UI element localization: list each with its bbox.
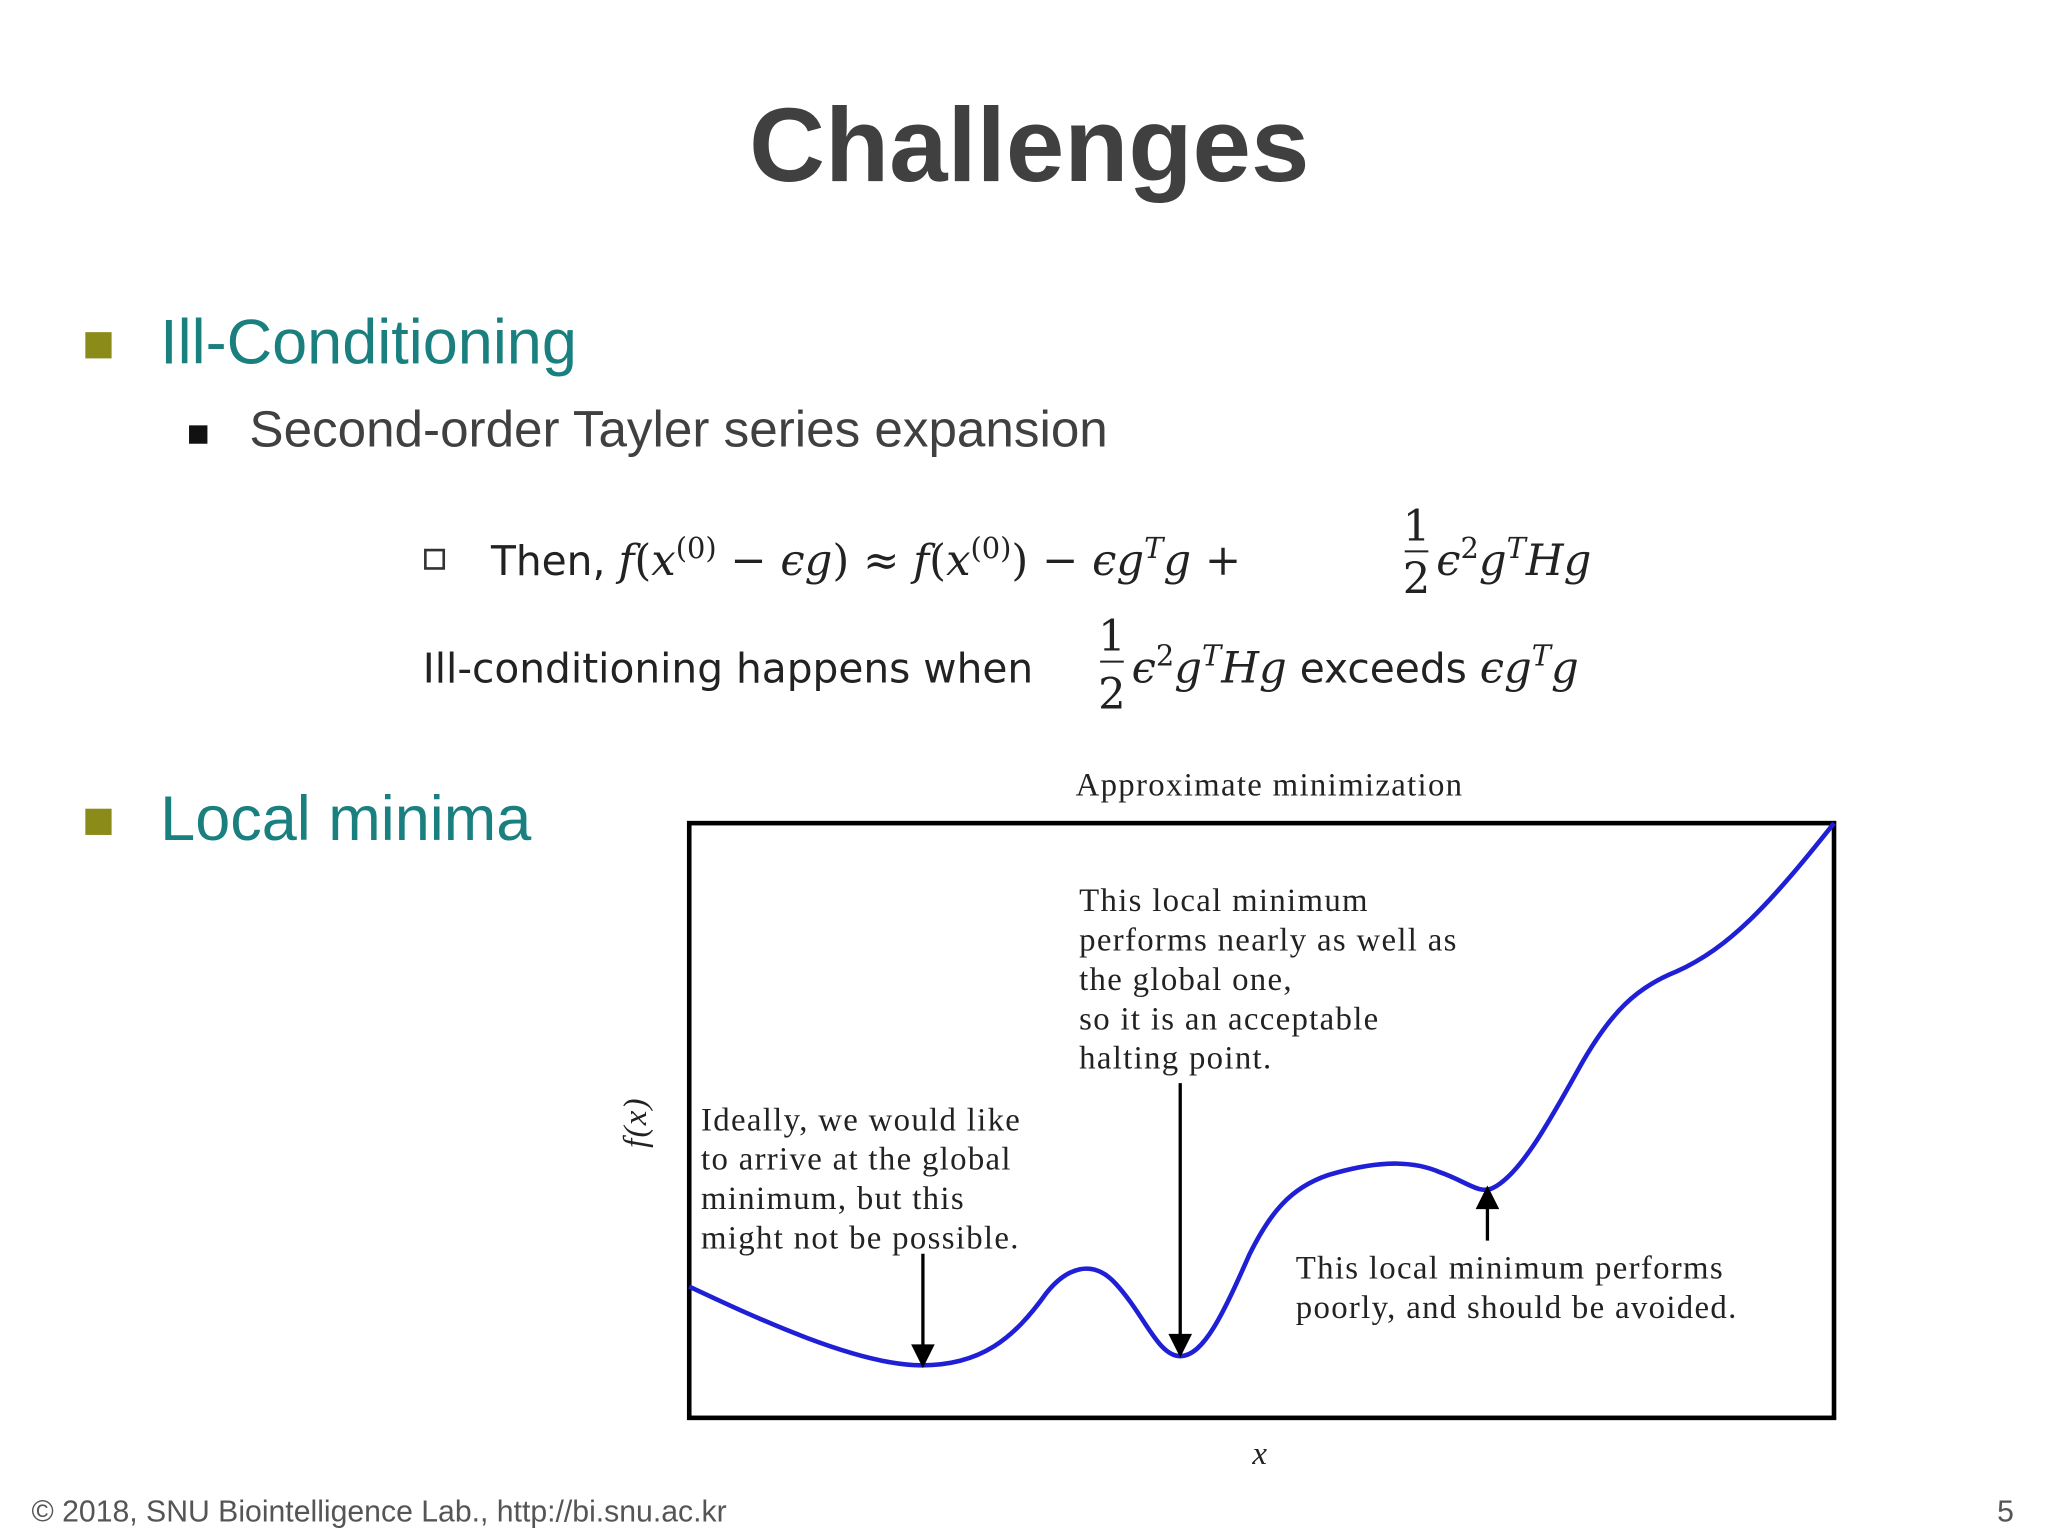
bullet	[85, 332, 112, 359]
annotation-line: performs nearly as well as	[1079, 922, 1458, 958]
formula-part: Hg	[1525, 536, 1592, 586]
formula-part: T	[1202, 639, 1224, 673]
figure-title: Approximate minimization	[1076, 768, 1464, 804]
footer-credit: © 2018, SNU Biointelligence Lab., http:/…	[32, 1496, 727, 1529]
formula-part: T	[1507, 531, 1529, 565]
formula-part: )	[832, 536, 849, 586]
figure: Approximate minimization f(x) x This loc…	[618, 768, 1837, 1472]
formula-part: (0)	[676, 531, 717, 565]
formula-part: ϵg	[1480, 644, 1532, 694]
annotation-line: Ideally, we would like	[701, 1102, 1021, 1138]
formula-part: g	[1174, 644, 1202, 694]
formula-line: ϵ2gTHg	[1436, 531, 1591, 586]
annotation-line: the global one,	[1079, 962, 1293, 998]
annotation-line: This local minimum	[1079, 883, 1369, 919]
formula-part: T	[1532, 639, 1554, 673]
formula-line: ϵ2gTHg exceeds ϵgTg	[1132, 639, 1579, 694]
x-axis-label: x	[1251, 1436, 1268, 1472]
formula-part: ≈	[849, 536, 913, 586]
formula-part: 2	[1156, 639, 1174, 673]
formula-part: g	[1551, 644, 1579, 694]
formula-part: x	[651, 536, 675, 586]
formula-part: (	[929, 536, 946, 586]
annotation-line: poorly, and should be avoided.	[1296, 1290, 1738, 1326]
annotation-line: halting point.	[1079, 1041, 1272, 1077]
annotation-line: to arrive at the global	[701, 1142, 1012, 1178]
formula-part: (	[634, 536, 651, 586]
formula-part: − ϵg	[717, 536, 833, 586]
fraction-num: 1	[1098, 612, 1126, 662]
formula-part: )	[1011, 536, 1028, 586]
formula-part: Then,	[490, 537, 618, 585]
sub-bullet	[189, 425, 208, 444]
checkbox-marker	[424, 548, 446, 570]
formula-part: 2	[1460, 531, 1478, 565]
fraction-num: 1	[1403, 502, 1431, 552]
slide-title: Challenges	[749, 87, 1309, 204]
formula-part: ϵ	[1132, 644, 1156, 694]
fraction-den: 2	[1098, 670, 1126, 720]
formula-line: Ill-conditioning happens when	[423, 645, 1033, 693]
formula-part: Ill-conditioning happens when	[423, 645, 1033, 693]
formula-part: ϵ	[1436, 536, 1460, 586]
formula-part: Hg	[1220, 644, 1287, 694]
curve	[688, 821, 1836, 1368]
fraction-den: 2	[1403, 554, 1431, 604]
formula-part: (0)	[971, 531, 1012, 565]
formula-part: T	[1144, 531, 1166, 565]
bullet-text: Ill-Conditioning	[160, 308, 577, 378]
formula-part: exceeds	[1287, 645, 1480, 693]
sub-bullet-text: Second-order Tayler series expansion	[249, 400, 1107, 457]
annotation-line: This local minimum performs	[1296, 1251, 1724, 1287]
page-number: 5	[1997, 1496, 2014, 1529]
formula-part: x	[946, 536, 970, 586]
y-axis-label: f(x)	[618, 1097, 654, 1148]
annotation-line: so it is an acceptable	[1079, 1001, 1379, 1037]
bullet-text: Local minima	[160, 784, 532, 854]
formula-part: g	[1479, 536, 1507, 586]
formula-part: g +	[1163, 536, 1241, 586]
formula-part: − ϵg	[1028, 536, 1144, 586]
bullet	[85, 808, 112, 835]
formula-line: Then, f(x(0) − ϵg) ≈ f(x(0)) − ϵgTg +	[490, 531, 1241, 586]
plot-frame	[686, 820, 1837, 1421]
annotation-line: might not be possible.	[701, 1220, 1020, 1256]
annotation-line: minimum, but this	[701, 1181, 965, 1217]
